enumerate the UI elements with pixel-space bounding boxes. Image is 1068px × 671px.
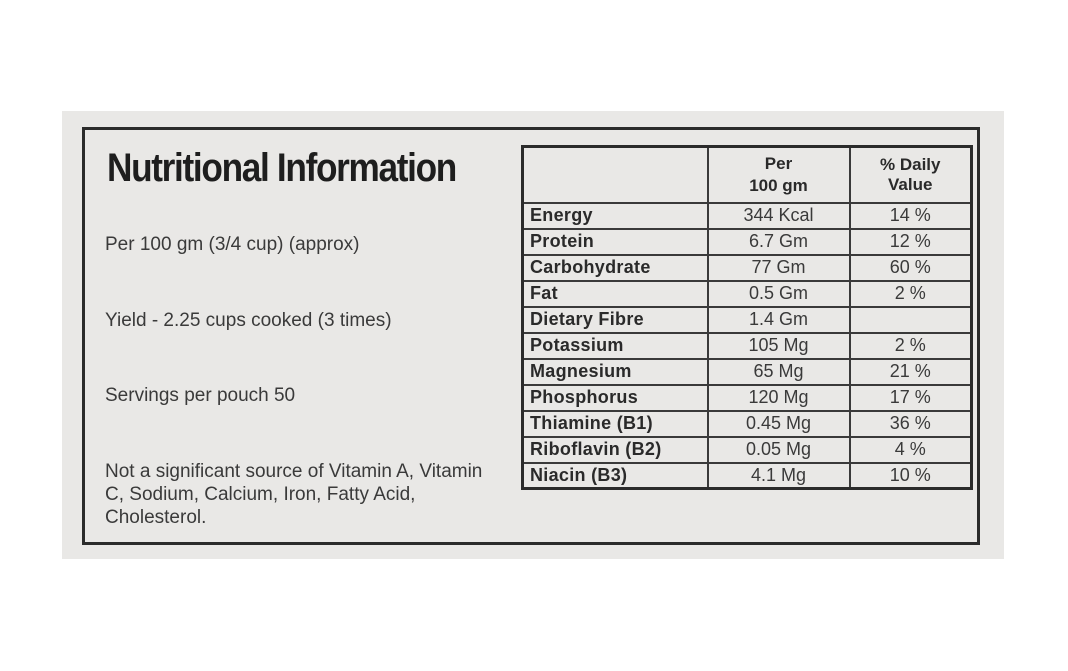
- table-row: Phosphorus 120 Mg 17 %: [521, 383, 973, 412]
- amount-per-100gm: 344 Kcal: [706, 201, 851, 230]
- table-row: Fat 0.5 Gm 2 %: [521, 279, 973, 308]
- daily-value-percent: 4 %: [848, 435, 973, 464]
- nutrient-name: Phosphorus: [521, 383, 709, 412]
- amount-per-100gm: 4.1 Mg: [706, 461, 851, 490]
- nutrient-name: Thiamine (B1): [521, 409, 709, 438]
- daily-value-percent: 21 %: [848, 357, 973, 386]
- table-header-row: Per 100 gm % Daily Value: [521, 145, 973, 204]
- amount-per-100gm: 77 Gm: [706, 253, 851, 282]
- daily-value-percent: 17 %: [848, 383, 973, 412]
- daily-value-percent: 36 %: [848, 409, 973, 438]
- amount-per-100gm: 65 Mg: [706, 357, 851, 386]
- servings-per-pouch-text: Servings per pouch 50: [105, 385, 296, 406]
- amount-per-100gm: 6.7 Gm: [706, 227, 851, 256]
- serving-size-text: Per 100 gm (3/4 cup) (approx): [105, 234, 360, 255]
- amount-per-100gm: 120 Mg: [706, 383, 851, 412]
- nutrient-name: Energy: [521, 201, 709, 230]
- daily-value-percent: [848, 305, 973, 334]
- daily-value-percent: 12 %: [848, 227, 973, 256]
- label-border: Nutritional Information Per 100 gm (3/4 …: [82, 127, 980, 545]
- daily-value-percent: 10 %: [848, 461, 973, 490]
- table-row: Riboflavin (B2) 0.05 Mg 4 %: [521, 435, 973, 464]
- nutrient-name: Carbohydrate: [521, 253, 709, 282]
- table-row: Magnesium 65 Mg 21 %: [521, 357, 973, 386]
- table-row: Dietary Fibre 1.4 Gm: [521, 305, 973, 334]
- nutrient-name: Fat: [521, 279, 709, 308]
- header-per-100gm: Per 100 gm: [706, 145, 851, 204]
- header-nutrient: [521, 145, 709, 204]
- nutrient-name: Dietary Fibre: [521, 305, 709, 334]
- nutrient-name: Magnesium: [521, 357, 709, 386]
- daily-value-percent: 2 %: [848, 279, 973, 308]
- nutrient-name: Protein: [521, 227, 709, 256]
- table-row: Energy 344 Kcal 14 %: [521, 201, 973, 230]
- amount-per-100gm: 0.5 Gm: [706, 279, 851, 308]
- amount-per-100gm: 1.4 Gm: [706, 305, 851, 334]
- nutrient-name: Potassium: [521, 331, 709, 360]
- nutrition-label: Nutritional Information Per 100 gm (3/4 …: [62, 111, 1004, 559]
- not-significant-note: Not a significant source of Vitamin A, V…: [105, 461, 483, 528]
- daily-value-percent: 60 %: [848, 253, 973, 282]
- nutrition-table: Per 100 gm % Daily Value Energy 344 Kcal 1…: [521, 145, 973, 490]
- daily-value-percent: 14 %: [848, 201, 973, 230]
- daily-value-percent: 2 %: [848, 331, 973, 360]
- table-row: Protein 6.7 Gm 12 %: [521, 227, 973, 256]
- yield-text: Yield - 2.25 cups cooked (3 times): [105, 310, 392, 331]
- header-daily-value: % Daily Value: [848, 145, 973, 204]
- table-row: Niacin (B3) 4.1 Mg 10 %: [521, 461, 973, 490]
- nutrient-name: Niacin (B3): [521, 461, 709, 490]
- table-row: Carbohydrate 77 Gm 60 %: [521, 253, 973, 282]
- nutrient-name: Riboflavin (B2): [521, 435, 709, 464]
- amount-per-100gm: 0.45 Mg: [706, 409, 851, 438]
- amount-per-100gm: 105 Mg: [706, 331, 851, 360]
- table-row: Potassium 105 Mg 2 %: [521, 331, 973, 360]
- label-title: Nutritional Information: [107, 146, 457, 190]
- table-row: Thiamine (B1) 0.45 Mg 36 %: [521, 409, 973, 438]
- amount-per-100gm: 0.05 Mg: [706, 435, 851, 464]
